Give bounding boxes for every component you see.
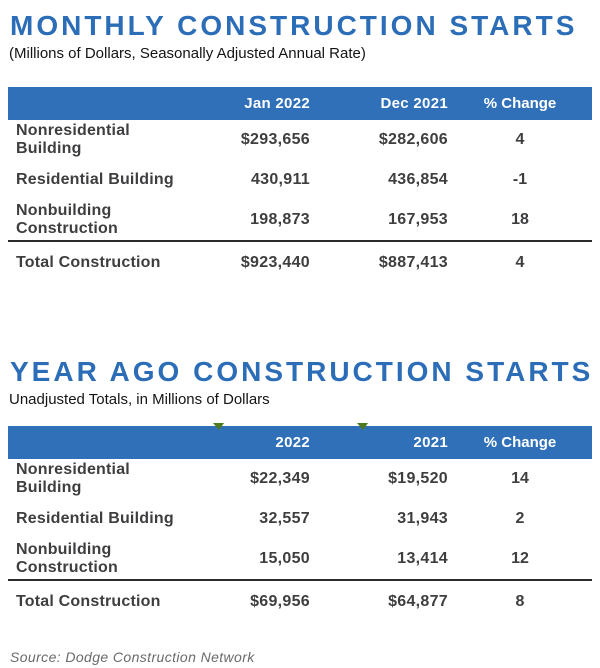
table-row-nonbuilding: Nonbuilding Construction 15,050 13,414 1… <box>8 539 592 579</box>
row-pct-change: 2 <box>515 510 525 527</box>
row-label: Residential Building <box>16 510 174 527</box>
column-header-dec-2021: Dec 2021 <box>380 95 448 112</box>
row-pct-change: 18 <box>511 211 529 228</box>
row-pct-change: 8 <box>515 593 525 610</box>
row-pct-change: 4 <box>515 254 525 271</box>
table-row-nonbuilding: Nonbuilding Construction 198,873 167,953… <box>8 200 592 240</box>
column-header-pct-change: % Change <box>483 95 557 112</box>
year-ago-table-header-row: 2022 2021 % Change <box>8 426 592 459</box>
year-ago-starts-section: YEAR AGO CONSTRUCTION STARTS Unadjusted … <box>8 354 592 623</box>
row-label: Nonbuilding Construction <box>16 202 118 237</box>
year-ago-starts-table: 2022 2021 % Change Nonresidential Buildi… <box>8 423 592 623</box>
table-row-residential: Residential Building 32,557 31,943 2 <box>8 499 592 539</box>
row-current-value: 430,911 <box>250 171 310 188</box>
monthly-section-subtitle: (Millions of Dollars, Seasonally Adjuste… <box>9 45 366 62</box>
row-pct-change: 12 <box>511 550 529 567</box>
monthly-starts-section: MONTHLY CONSTRUCTION STARTS (Millions of… <box>8 8 592 284</box>
row-label: Total Construction <box>16 254 161 271</box>
row-current-value: $293,656 <box>240 131 310 148</box>
row-previous-value: $282,606 <box>378 131 448 148</box>
row-pct-change: -1 <box>512 171 528 188</box>
table-row-nonresidential: Nonresidential Building $293,656 $282,60… <box>8 120 592 160</box>
row-label: Total Construction <box>16 593 161 610</box>
row-label: Nonbuilding Construction <box>16 541 118 576</box>
row-previous-value: $887,413 <box>378 254 448 271</box>
row-previous-value: 31,943 <box>397 510 448 527</box>
source-attribution: Source: Dodge Construction Network <box>10 649 255 665</box>
total-separator-line <box>8 579 592 581</box>
table-row-total: Total Construction $69,956 $64,877 8 <box>8 581 592 623</box>
green-flag-triangle <box>357 423 368 430</box>
row-previous-value: $64,877 <box>388 593 448 610</box>
row-pct-change: 14 <box>511 470 529 487</box>
row-label: Nonresidential Building <box>16 122 130 157</box>
monthly-starts-table: Jan 2022 Dec 2021 % Change Nonresidentia… <box>8 87 592 284</box>
row-pct-change: 4 <box>515 131 525 148</box>
row-label: Residential Building <box>16 171 174 188</box>
column-header-jan-2022: Jan 2022 <box>244 95 310 112</box>
year-ago-section-subtitle: Unadjusted Totals, in Millions of Dollar… <box>9 391 270 408</box>
monthly-table-header-row: Jan 2022 Dec 2021 % Change <box>8 87 592 120</box>
row-previous-value: 167,953 <box>388 211 448 228</box>
row-current-value: $22,349 <box>250 470 310 487</box>
column-header-2021: 2021 <box>413 434 448 451</box>
table-row-nonresidential: Nonresidential Building $22,349 $19,520 … <box>8 459 592 499</box>
year-ago-section-title: YEAR AGO CONSTRUCTION STARTS <box>10 356 594 387</box>
table-row-residential: Residential Building 430,911 436,854 -1 <box>8 160 592 200</box>
table-row-total: Total Construction $923,440 $887,413 4 <box>8 242 592 284</box>
row-current-value: 32,557 <box>259 510 310 527</box>
row-current-value: $69,956 <box>250 593 310 610</box>
row-current-value: 198,873 <box>250 211 310 228</box>
row-label: Nonresidential Building <box>16 461 130 496</box>
green-flag-triangle <box>213 423 224 430</box>
row-previous-value: 13,414 <box>397 550 448 567</box>
row-previous-value: 436,854 <box>388 171 448 188</box>
row-current-value: $923,440 <box>240 254 310 271</box>
column-header-2022: 2022 <box>275 434 310 451</box>
column-header-pct-change: % Change <box>483 434 557 451</box>
row-previous-value: $19,520 <box>388 470 448 487</box>
monthly-section-title: MONTHLY CONSTRUCTION STARTS <box>10 10 578 41</box>
row-current-value: 15,050 <box>259 550 310 567</box>
total-separator-line <box>8 240 592 242</box>
